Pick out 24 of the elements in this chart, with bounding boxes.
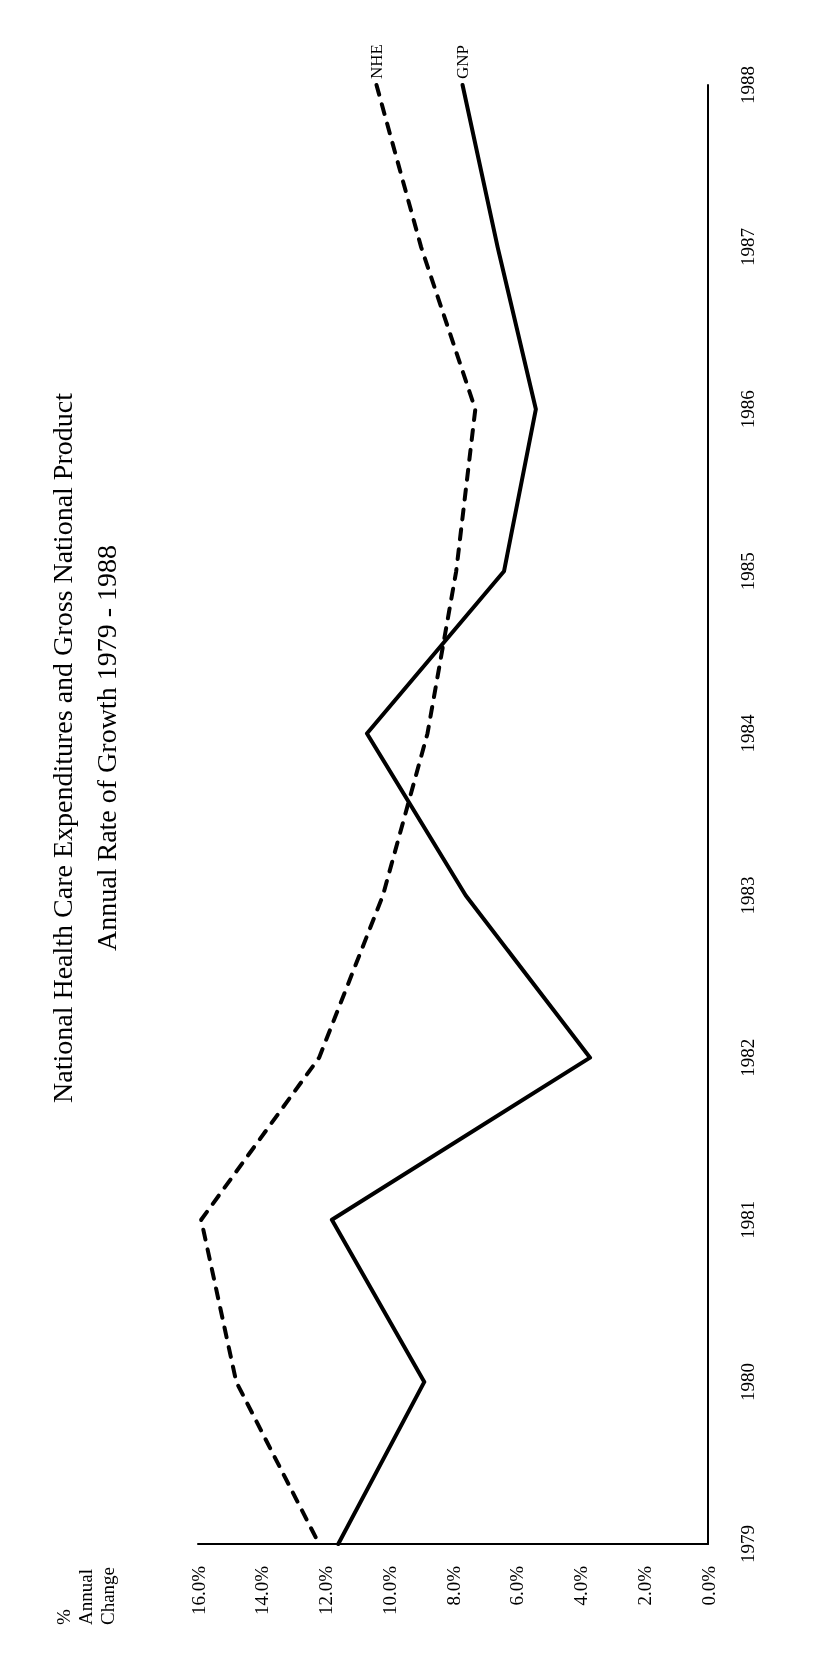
x-tick-label: 12.0% xyxy=(315,1565,336,1616)
x-tick-label: 6.0% xyxy=(506,1565,528,1606)
text: Annual Rate of Growth 1979 - 1988 xyxy=(90,545,122,951)
text: National Health Care Expenditures and Gross National Product xyxy=(46,392,78,1103)
x-tick-label: 4.0% xyxy=(570,1565,591,1606)
y-tick-label: 1981 xyxy=(737,1200,758,1239)
y-tick-label: 1984 xyxy=(737,713,758,753)
x-tick-label: 16.0% xyxy=(187,1565,209,1616)
y-tick-label: 1983 xyxy=(737,876,758,915)
y-tick-label: 1982 xyxy=(737,1038,758,1077)
y-tick-label: 1986 xyxy=(737,390,758,429)
y-tick-label: 1987 xyxy=(737,228,758,267)
x-tick-label: 14.0% xyxy=(251,1565,273,1616)
x-tick-label: 10.0% xyxy=(378,1565,400,1616)
y-axis-title: % Annual Change xyxy=(52,1564,118,1625)
text: NHE xyxy=(367,44,386,79)
x-tick-label: 0.0% xyxy=(697,1565,719,1606)
y-tick-label: 1985 xyxy=(737,552,758,591)
text: GNP xyxy=(453,44,473,79)
x-tick-label: 2.0% xyxy=(633,1565,655,1606)
y-tick-label: 1980 xyxy=(737,1362,758,1401)
y-tick-label: 1988 xyxy=(737,66,758,104)
x-tick-label: 8.0% xyxy=(442,1565,464,1606)
y-tick-label: 1979 xyxy=(737,1525,758,1563)
